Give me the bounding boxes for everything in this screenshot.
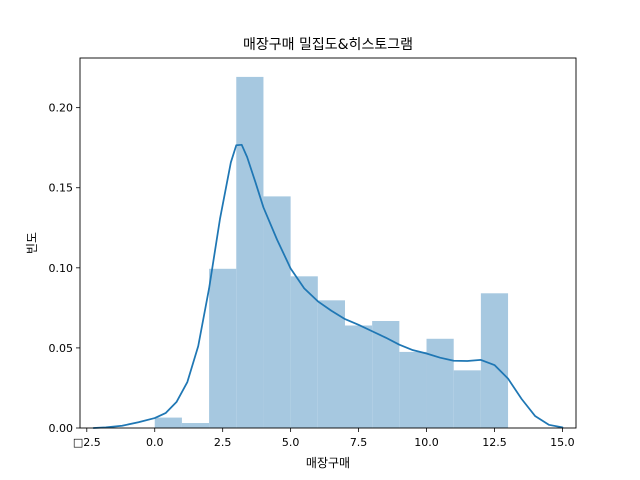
y-tick-label-0: 0.00 <box>49 422 74 435</box>
histogram-bar-7 <box>344 325 373 428</box>
y-tick-label-4: 0.20 <box>49 102 74 115</box>
histogram-bar-4 <box>263 196 291 428</box>
y-tick-label-1: 0.05 <box>49 342 74 355</box>
histogram-bar-3 <box>236 76 264 429</box>
x-axis: □2.5 0.0 2.5 5.0 7.5 10.0 12.5 15.0 <box>73 428 575 449</box>
x-tick-label-1: 0.0 <box>146 436 164 449</box>
plot-area-frame <box>79 57 577 429</box>
x-tick-label-3: 5.0 <box>282 436 300 449</box>
histogram-bar-6 <box>317 300 345 428</box>
histogram-bar-1 <box>181 423 210 428</box>
histogram-bars <box>154 76 509 429</box>
x-axis-label: 매장구매 <box>306 456 350 470</box>
x-tick-label-5: 10.0 <box>414 436 439 449</box>
x-tick-label-2: 2.5 <box>214 436 232 449</box>
y-tick-label-3: 0.15 <box>49 182 74 195</box>
histogram-bar-9 <box>399 351 427 428</box>
x-tick-label-0: □2.5 <box>73 436 101 449</box>
kde-curve <box>92 143 564 429</box>
y-axis-label: 빈도 <box>25 232 39 254</box>
chart-title: 매장구매 밀집도&히스토그램 <box>243 37 413 53</box>
histogram-bar-5 <box>290 276 318 428</box>
histogram-bar-2 <box>209 268 237 428</box>
histogram-bar-12 <box>480 293 509 428</box>
y-tick-label-2: 0.10 <box>49 262 74 275</box>
histogram-bar-8 <box>372 321 400 428</box>
histogram-bar-11 <box>453 370 481 428</box>
x-tick-label-4: 7.5 <box>350 436 368 449</box>
histogram-bar-0 <box>154 417 182 428</box>
x-tick-label-6: 12.5 <box>482 436 507 449</box>
y-axis: 0.00 0.05 0.10 0.15 0.20 <box>49 102 80 435</box>
x-tick-label-7: 15.0 <box>550 436 575 449</box>
histogram-bar-10 <box>426 338 454 428</box>
